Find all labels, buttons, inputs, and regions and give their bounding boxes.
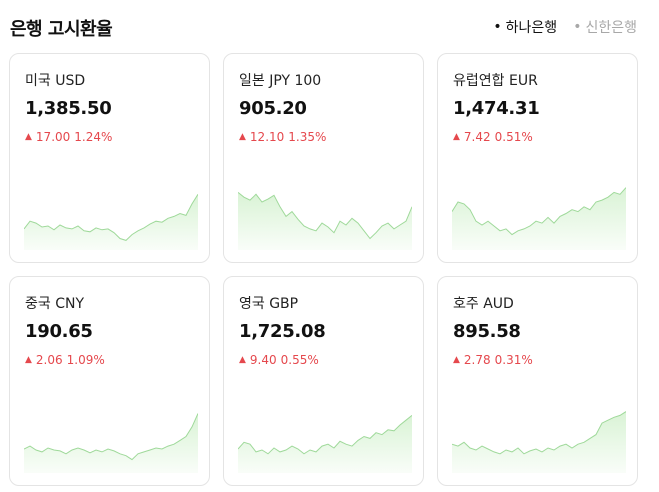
change-amount: 2.06 <box>35 353 63 367</box>
rate-card-jpy[interactable]: 일본 JPY 100 905.20 ▲ 12.10 1.35% <box>223 53 424 263</box>
change-amount: 12.10 <box>249 130 285 144</box>
sparkline-area <box>452 187 626 250</box>
change-amount: 17.00 <box>35 130 71 144</box>
sparkline-area <box>238 192 412 250</box>
active-dot-icon: • <box>493 19 502 35</box>
exchange-rate: 905.20 <box>239 98 307 119</box>
triangle-up-icon: ▲ <box>453 132 460 142</box>
rate-change: ▲ 7.42 0.51% <box>453 130 533 144</box>
tab-shinhan-bank[interactable]: • 신한은행 <box>573 17 637 37</box>
sparkline-area <box>24 194 198 250</box>
trend-sparkline <box>24 413 198 473</box>
exchange-rate: 1,474.31 <box>453 98 540 119</box>
rate-change: ▲ 12.10 1.35% <box>239 130 326 144</box>
triangle-up-icon: ▲ <box>453 355 460 365</box>
sparkline-line <box>238 192 412 240</box>
currency-name: 영국 GBP <box>239 296 299 312</box>
exchange-rate: 1,385.50 <box>25 98 112 119</box>
change-percent: 1.24% <box>74 130 113 144</box>
change-percent: 0.55% <box>280 353 319 367</box>
exchange-rate: 190.65 <box>25 321 93 342</box>
triangle-up-icon: ▲ <box>25 132 32 142</box>
change-amount: 7.42 <box>463 130 491 144</box>
trend-sparkline <box>238 192 412 250</box>
change-percent: 0.31% <box>494 353 533 367</box>
sparkline-line <box>24 194 198 241</box>
trend-sparkline <box>24 194 198 250</box>
change-amount: 2.78 <box>463 353 491 367</box>
change-percent: 1.09% <box>66 353 105 367</box>
page-title: 은행 고시환율 <box>10 19 113 40</box>
currency-name: 미국 USD <box>25 73 86 89</box>
exchange-rate: 895.58 <box>453 321 521 342</box>
currency-name: 일본 JPY 100 <box>239 73 322 89</box>
triangle-up-icon: ▲ <box>25 355 32 365</box>
header: 은행 고시환율 • 하나은행 • 신한은행 <box>8 15 637 41</box>
change-percent: 0.51% <box>494 130 533 144</box>
sparkline-line <box>452 411 626 455</box>
trend-sparkline <box>238 415 412 473</box>
triangle-up-icon: ▲ <box>239 132 246 142</box>
tab-hana-bank[interactable]: • 하나은행 <box>493 17 557 37</box>
change-amount: 9.40 <box>249 353 277 367</box>
sparkline-area <box>24 413 198 473</box>
sparkline-line <box>238 415 412 455</box>
currency-name: 호주 AUD <box>453 296 514 312</box>
currency-name: 유럽연합 EUR <box>453 73 538 89</box>
bank-tabs: • 하나은행 • 신한은행 <box>493 17 637 37</box>
sparkline-area <box>238 415 412 473</box>
rate-change: ▲ 9.40 0.55% <box>239 353 319 367</box>
currency-name: 중국 CNY <box>25 296 85 312</box>
sparkline-area <box>452 411 626 473</box>
sparkline-line <box>452 187 626 236</box>
rate-card-gbp[interactable]: 영국 GBP 1,725.08 ▲ 9.40 0.55% <box>223 276 424 486</box>
trend-sparkline <box>452 187 626 250</box>
rate-change: ▲ 2.78 0.31% <box>453 353 533 367</box>
inactive-dot-icon: • <box>573 19 582 35</box>
rate-change: ▲ 17.00 1.24% <box>25 130 112 144</box>
rate-change: ▲ 2.06 1.09% <box>25 353 105 367</box>
sparkline-line <box>24 413 198 461</box>
tab-label: 하나은행 <box>505 20 558 36</box>
change-percent: 1.35% <box>288 130 327 144</box>
triangle-up-icon: ▲ <box>239 355 246 365</box>
exchange-rate: 1,725.08 <box>239 321 326 342</box>
rate-card-eur[interactable]: 유럽연합 EUR 1,474.31 ▲ 7.42 0.51% <box>437 53 638 263</box>
rate-card-aud[interactable]: 호주 AUD 895.58 ▲ 2.78 0.31% <box>437 276 638 486</box>
trend-sparkline <box>452 411 626 473</box>
tab-label: 신한은행 <box>585 20 637 36</box>
rate-card-cny[interactable]: 중국 CNY 190.65 ▲ 2.06 1.09% <box>9 276 210 486</box>
rate-card-usd[interactable]: 미국 USD 1,385.50 ▲ 17.00 1.24% <box>9 53 210 263</box>
